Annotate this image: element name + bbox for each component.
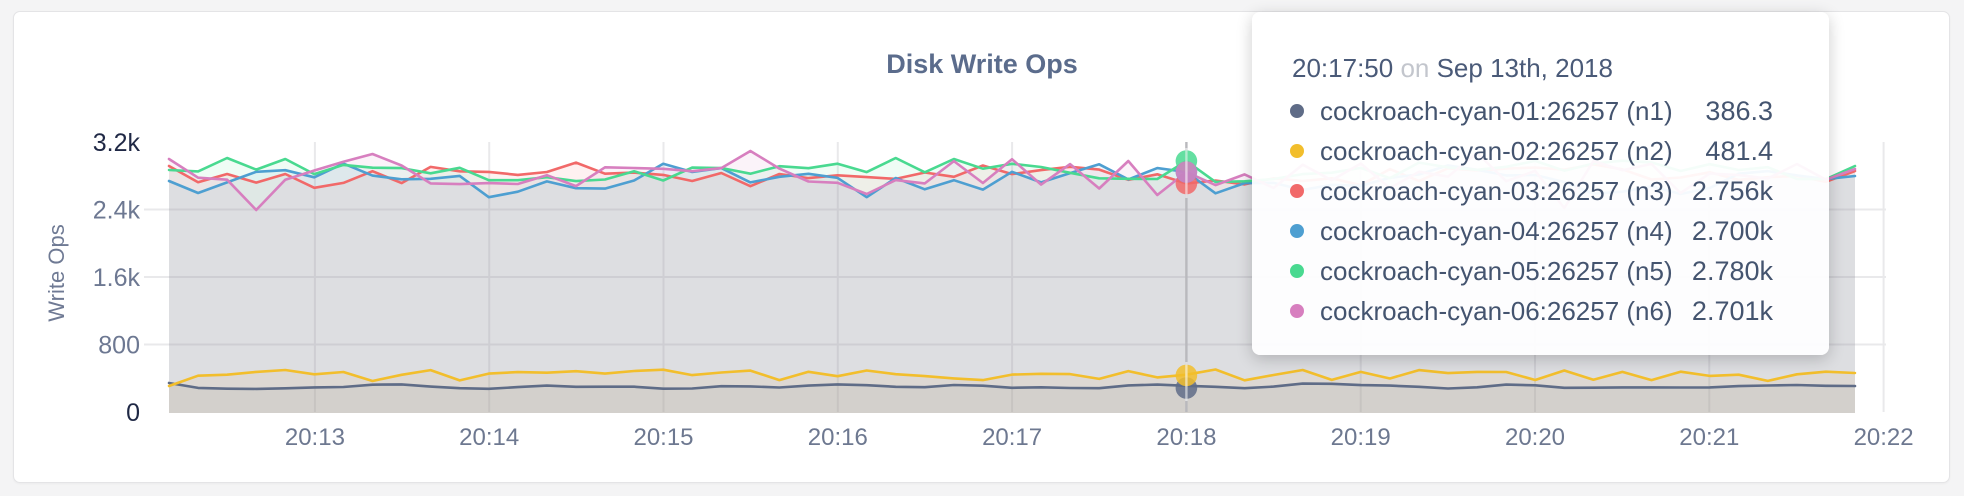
svg-text:3.2k: 3.2k (93, 129, 141, 157)
svg-text:20:20: 20:20 (1505, 424, 1565, 451)
svg-text:20:17: 20:17 (982, 424, 1042, 451)
svg-text:1.6k: 1.6k (93, 264, 141, 292)
svg-text:20:19: 20:19 (1331, 424, 1391, 451)
svg-text:2.4k: 2.4k (93, 197, 141, 225)
svg-text:0: 0 (126, 399, 140, 427)
svg-text:20:16: 20:16 (808, 424, 868, 451)
svg-text:800: 800 (98, 332, 140, 360)
svg-text:20:21: 20:21 (1679, 424, 1739, 451)
svg-text:20:15: 20:15 (633, 424, 693, 451)
svg-text:20:22: 20:22 (1854, 424, 1914, 451)
svg-text:20:14: 20:14 (459, 424, 519, 451)
svg-text:20:13: 20:13 (285, 424, 345, 451)
svg-text:20:18: 20:18 (1156, 424, 1216, 451)
